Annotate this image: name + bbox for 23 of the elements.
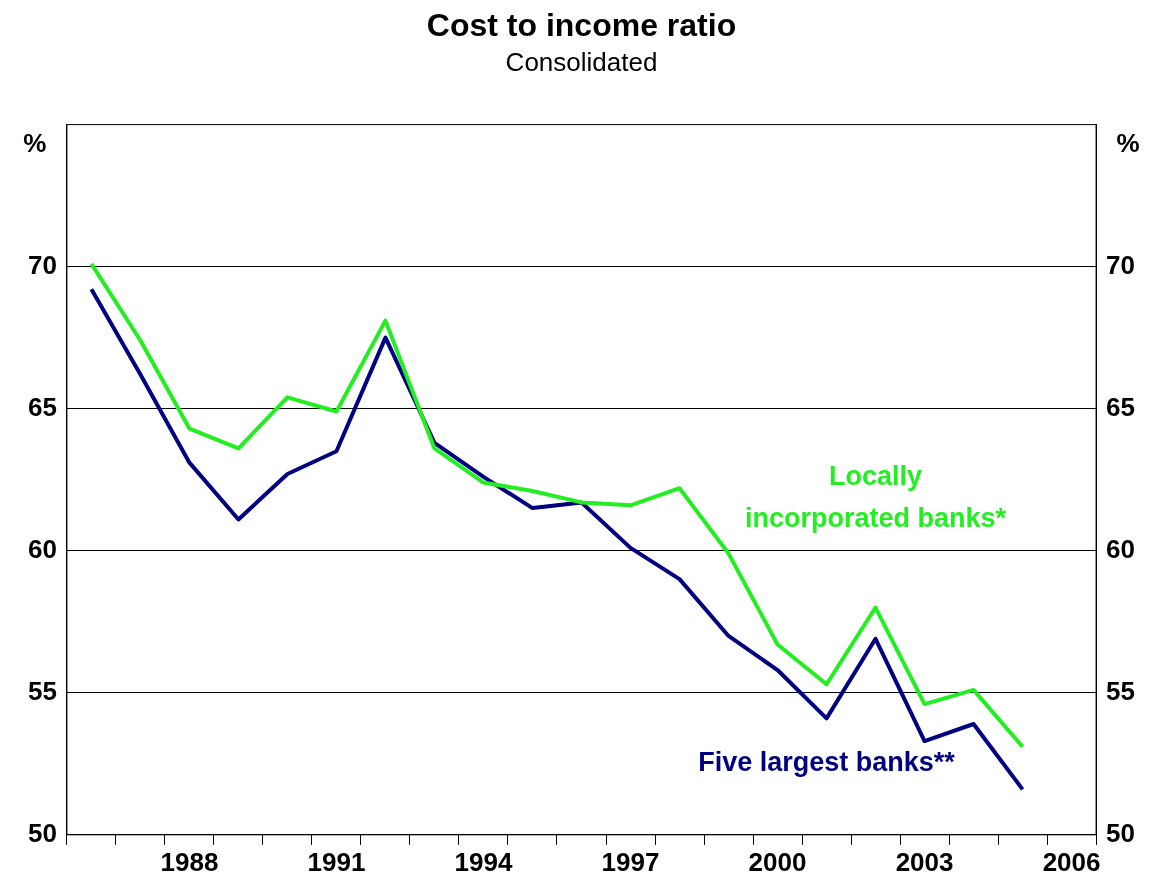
y2-tick-label: 60 (1106, 533, 1135, 564)
series-label: Locally incorporated banks* (745, 460, 1007, 533)
y-tick-label: 60 (28, 533, 57, 564)
x-tick-label: 2003 (895, 846, 954, 877)
chart-title: Cost to income ratio (426, 7, 737, 44)
x-tick-label: 1994 (454, 846, 513, 877)
x-tick-label: 1997 (601, 846, 660, 877)
y-axis-title: % (23, 127, 47, 158)
x-tick-label: 1988 (160, 846, 219, 877)
chart-subtitle: Consolidated (505, 47, 658, 78)
y2-tick-label: 50 (1106, 817, 1135, 848)
y-tick-label: 70 (28, 249, 57, 280)
y-tick-label: 55 (28, 675, 57, 706)
y2-tick-label: 55 (1106, 675, 1135, 706)
y2-tick-label: 65 (1106, 391, 1135, 422)
x-tick-label: 2000 (748, 846, 807, 877)
y2-axis-title: % (1116, 127, 1140, 158)
x-tick-label: 2006 (1042, 846, 1101, 877)
y-tick-label: 50 (28, 817, 57, 848)
x-tick-label: 1991 (307, 846, 366, 877)
y2-tick-label: 70 (1106, 249, 1135, 280)
y-tick-label: 65 (28, 391, 57, 422)
series-label: Five largest banks** (698, 746, 956, 777)
